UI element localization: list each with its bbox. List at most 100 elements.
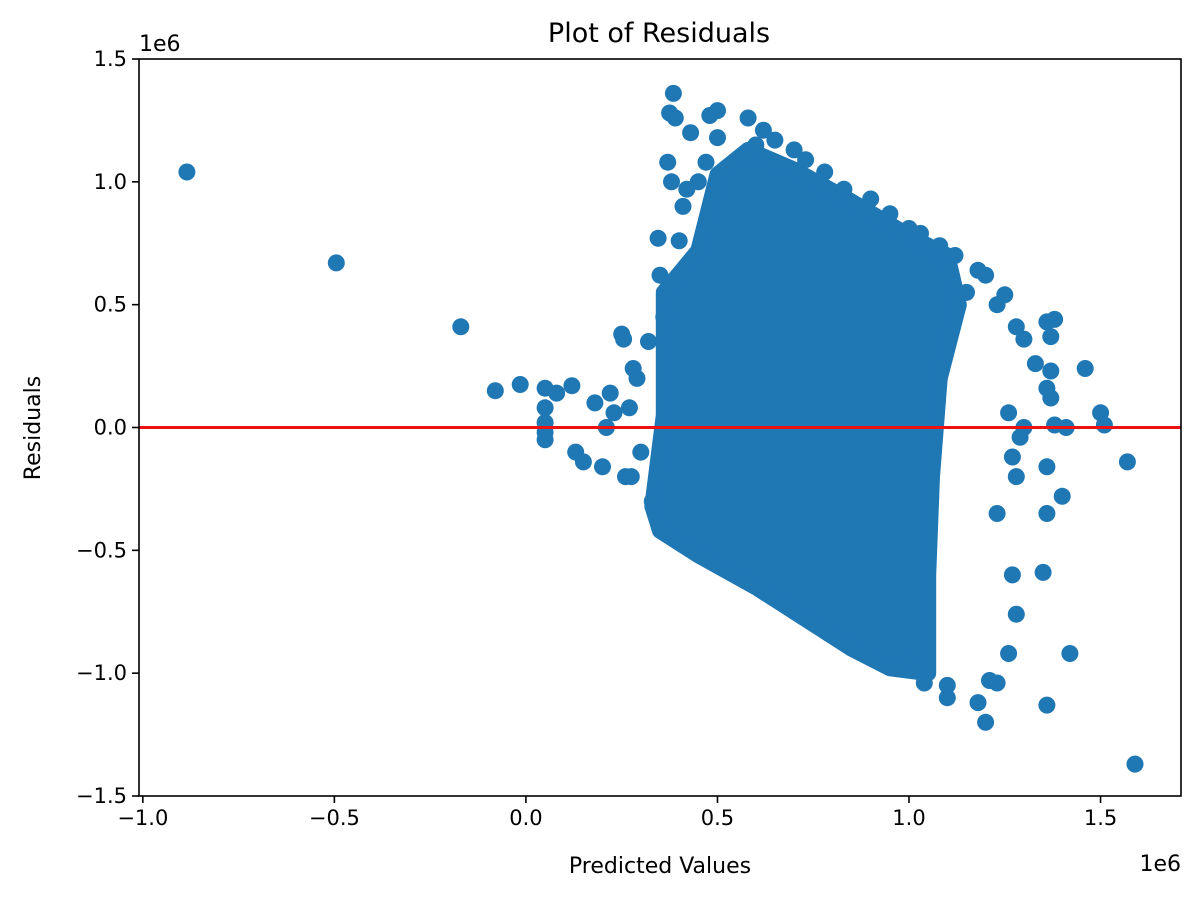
data-point [1007,318,1025,336]
y-tick-label: −1.5 [76,784,127,808]
x-tick-label: 0.5 [701,806,734,830]
data-point [938,689,956,707]
data-point [1026,355,1044,373]
dense-cloud-area [644,141,967,682]
data-point [835,180,853,198]
data-point [327,254,345,272]
data-point [946,247,964,264]
data-point [754,121,772,139]
data-point [643,492,661,510]
data-point [977,713,995,731]
data-point [900,652,918,670]
data-point [1000,404,1018,422]
y-offset-text: 1e6 [139,32,181,57]
data-point [709,129,726,147]
data-point [988,505,1006,522]
data-point [620,399,638,417]
data-point [536,431,554,449]
data-point [785,141,803,159]
data-point [674,197,692,215]
data-point [1000,645,1018,662]
data-point [1007,605,1025,623]
data-point [666,109,684,127]
data-point [1042,328,1060,346]
data-point [640,333,657,350]
data-point [664,84,682,102]
x-axis-label: Predicted Values [569,854,751,879]
data-point [689,173,707,191]
data-point [1034,563,1052,581]
data-point [816,163,834,181]
data-point [615,330,633,348]
data-point [797,151,815,169]
data-point [1061,645,1079,662]
data-point [881,205,899,223]
data-point [574,453,592,471]
data-point [739,109,757,127]
data-point [977,266,995,284]
x-tick-label: 1.5 [1084,806,1117,830]
y-tick-label: 0.0 [94,416,127,440]
x-tick-label: 1.0 [892,806,925,830]
data-point [1038,696,1056,714]
data-point [1076,360,1094,377]
y-axis-label: Residuals [21,376,46,480]
y-tick-label: 0.5 [94,293,127,317]
data-point [747,136,765,154]
data-point [912,224,929,242]
data-point [1003,566,1021,584]
data-point [1003,448,1021,466]
data-point [697,153,715,171]
data-point [1011,428,1029,446]
y-tick-label: 1.5 [94,47,127,71]
y-tick-label: −1.0 [76,661,127,685]
data-points [178,84,1144,773]
data-point [1042,362,1060,380]
chart-title: Plot of Residuals [548,18,770,49]
data-point [969,694,987,712]
axis-ticks: −1.0 −0.5 0.0 0.5 1.0 1.5−1.5−1.0−0.50.00.51.… [76,47,1117,830]
data-point [586,394,604,412]
data-point [981,672,998,689]
data-point [1015,330,1033,348]
y-tick-label: −0.5 [76,538,127,562]
data-point [628,369,646,387]
data-point [1053,487,1071,505]
data-point [536,399,554,417]
data-point [649,229,667,247]
data-point [1118,453,1136,471]
data-point [563,377,581,395]
data-point [632,443,650,461]
data-point [682,124,700,142]
data-point [958,283,975,301]
data-point [1046,310,1064,328]
data-point [670,232,688,250]
data-point [1038,505,1056,522]
data-point [1007,468,1025,486]
data-point [915,674,933,692]
x-tick-label: 0.0 [509,806,542,830]
data-point [605,404,623,422]
x-tick-label: −1.0 [117,806,168,830]
y-tick-label: 1.0 [94,170,127,194]
data-point [511,376,529,393]
x-tick-label: −0.5 [309,806,360,830]
data-point [1095,416,1113,434]
data-point [651,266,669,284]
dense-point-cloud [644,141,967,682]
data-point [548,384,566,402]
data-point [659,153,677,171]
data-point [452,318,470,336]
data-point [709,102,726,120]
data-point [486,382,504,400]
data-point [594,458,611,476]
data-point [938,676,956,694]
data-point [1126,755,1144,773]
data-point [862,190,880,208]
data-point [622,468,640,486]
data-point [931,237,949,255]
x-offset-text: 1e6 [1139,852,1181,877]
data-point [996,286,1014,304]
